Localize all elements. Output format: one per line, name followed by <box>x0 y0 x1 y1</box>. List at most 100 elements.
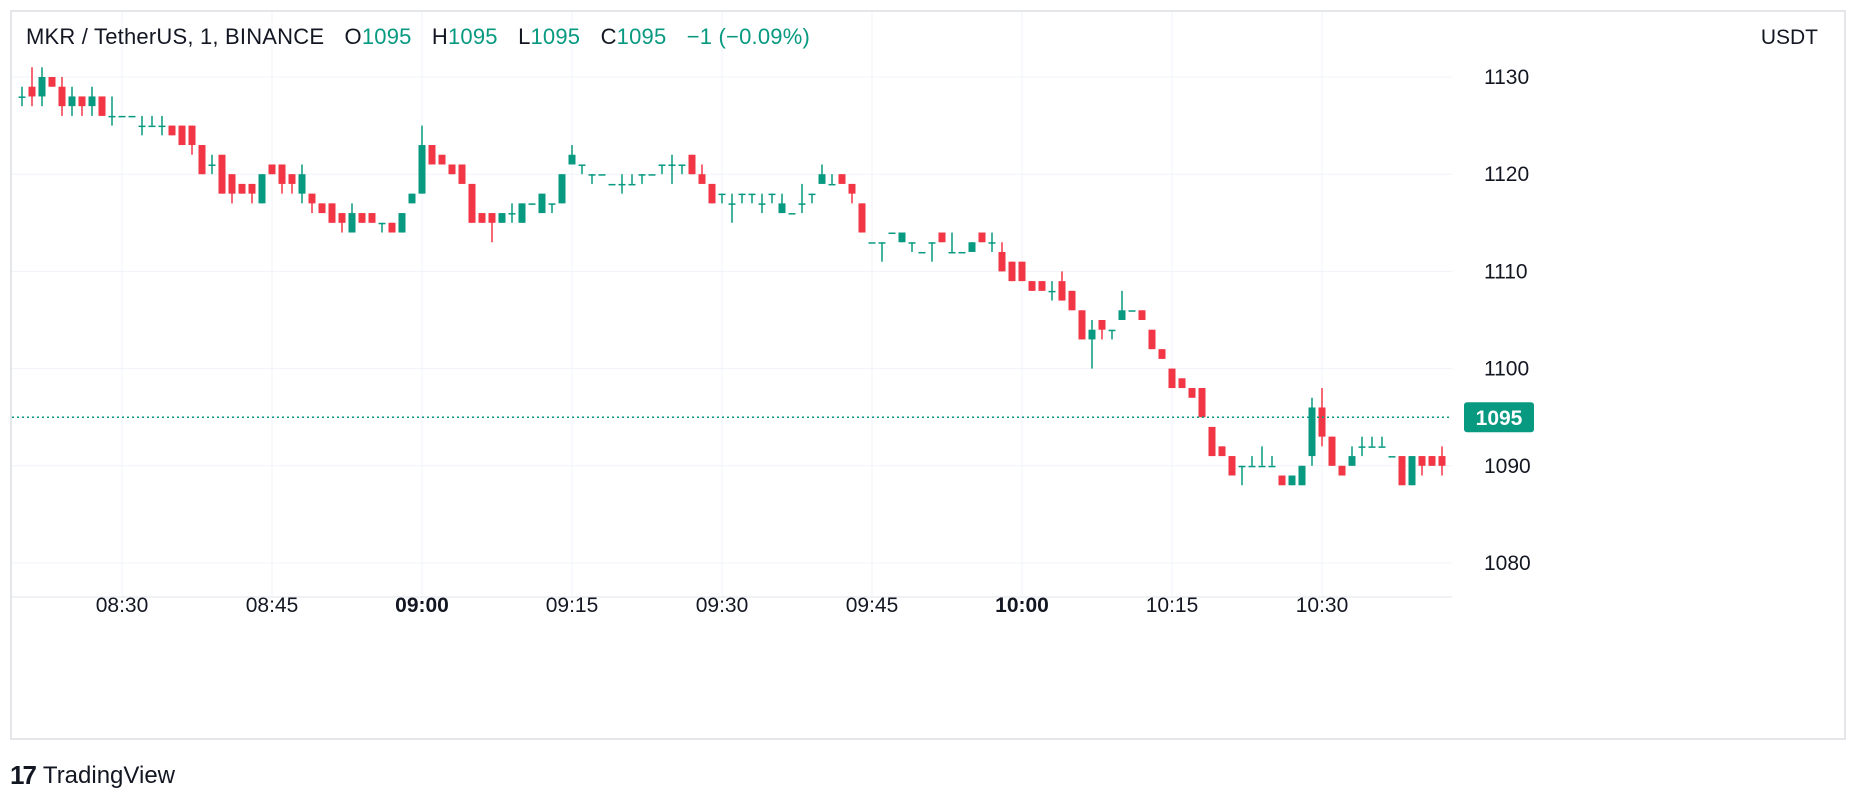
candle <box>1418 456 1426 476</box>
candle <box>1008 261 1016 282</box>
candle <box>268 164 276 175</box>
candle-body <box>1208 426 1216 457</box>
candle <box>1428 456 1436 466</box>
candle-body <box>458 164 466 184</box>
candle <box>1098 320 1106 340</box>
candle-body <box>178 125 186 146</box>
candle-body <box>878 242 886 244</box>
candle <box>578 164 586 175</box>
time-axis[interactable]: 08:30 08:45 09:00 09:15 09:30 09:45 10:00 10:15… <box>96 594 1349 617</box>
symbol-title[interactable]: MKR / TetherUS, 1, BINANCE <box>26 24 325 49</box>
candle <box>1088 320 1096 369</box>
candle <box>338 213 346 233</box>
candle <box>668 154 676 184</box>
candle-body <box>1108 329 1116 332</box>
candle-body <box>358 213 366 223</box>
candle <box>278 164 286 194</box>
candle-body <box>518 203 526 223</box>
candle <box>818 164 826 184</box>
candle <box>1168 368 1176 389</box>
candle <box>928 242 936 262</box>
candle-body <box>1288 475 1296 486</box>
time-tick-label: 10:30 <box>1296 594 1349 617</box>
price-tick-label: 1100 <box>1484 358 1529 381</box>
candle <box>58 77 66 116</box>
candle-body <box>638 174 646 176</box>
brand-name: TradingView <box>42 761 175 789</box>
price-axis[interactable]: 1130 1120 1110 1100 1090 1080 <box>1484 66 1531 575</box>
candle <box>978 232 986 243</box>
candle-body <box>68 96 76 107</box>
candle <box>318 203 326 214</box>
candle <box>1158 349 1166 359</box>
low-value: 1095 <box>530 24 581 49</box>
candle <box>958 251 966 254</box>
candle-body <box>858 203 866 233</box>
candle <box>1188 388 1196 398</box>
candle-body <box>938 232 946 243</box>
candle <box>448 164 456 175</box>
candle-body <box>548 203 556 205</box>
candle <box>178 125 186 146</box>
candle <box>408 193 416 204</box>
candle <box>728 193 736 223</box>
candle-body <box>708 183 716 204</box>
candle-body <box>478 213 486 223</box>
candle-body <box>208 164 216 166</box>
candle-body <box>588 174 596 176</box>
tradingview-brand[interactable]: 17 TradingView <box>10 760 175 791</box>
candle <box>838 174 846 184</box>
candle <box>238 183 246 194</box>
candle-body <box>498 213 506 223</box>
candle-body <box>978 232 986 243</box>
candle <box>458 164 466 184</box>
candle-body <box>78 96 86 107</box>
candle <box>18 86 26 107</box>
candle-body <box>328 203 336 223</box>
candle <box>1278 475 1286 486</box>
candle-body <box>228 174 236 194</box>
candle-body <box>598 174 606 176</box>
candle <box>988 232 996 252</box>
candle <box>718 193 726 204</box>
candle <box>1368 436 1376 448</box>
candle <box>538 193 546 214</box>
candle <box>148 115 156 128</box>
candle <box>1218 446 1226 457</box>
candle-body <box>308 193 316 204</box>
chart-frame: 1130 1120 1110 1100 1090 1080 08:30 08:45 09:00… <box>10 10 1846 740</box>
candle-body <box>268 164 276 175</box>
symbol-legend[interactable]: MKR / TetherUS, 1, BINANCE O1095 H1095 L… <box>26 24 810 50</box>
open-label: O <box>344 24 362 49</box>
candle <box>848 183 856 204</box>
candle-body <box>38 77 46 97</box>
candle-body <box>888 232 896 235</box>
candle-body <box>1018 261 1026 282</box>
candle-body <box>1248 465 1256 468</box>
price-tick-label: 1110 <box>1484 260 1528 283</box>
candle-body <box>238 183 246 194</box>
last-price-line: 1095 <box>12 402 1534 433</box>
candle-body <box>648 174 656 176</box>
candle <box>708 183 716 204</box>
candle <box>788 213 796 215</box>
candle-body <box>558 174 566 204</box>
candle <box>1248 456 1256 468</box>
candle <box>1358 436 1366 457</box>
candle-body <box>198 145 206 175</box>
tradingview-logo-icon: 17 <box>10 760 37 790</box>
candle-body <box>678 164 686 166</box>
candle-body <box>298 174 306 194</box>
candle <box>1138 310 1146 320</box>
candle <box>688 154 696 175</box>
candle <box>28 67 36 107</box>
candle <box>498 213 506 223</box>
candle <box>798 183 806 214</box>
candle <box>1078 310 1086 340</box>
candle-body <box>1168 368 1176 389</box>
candle-body <box>1198 388 1206 418</box>
candle <box>398 213 406 233</box>
candle <box>1058 271 1066 301</box>
candlestick-chart[interactable]: 1130 1120 1110 1100 1090 1080 08:30 08:45 09:00… <box>12 12 1844 738</box>
candle <box>478 213 486 223</box>
